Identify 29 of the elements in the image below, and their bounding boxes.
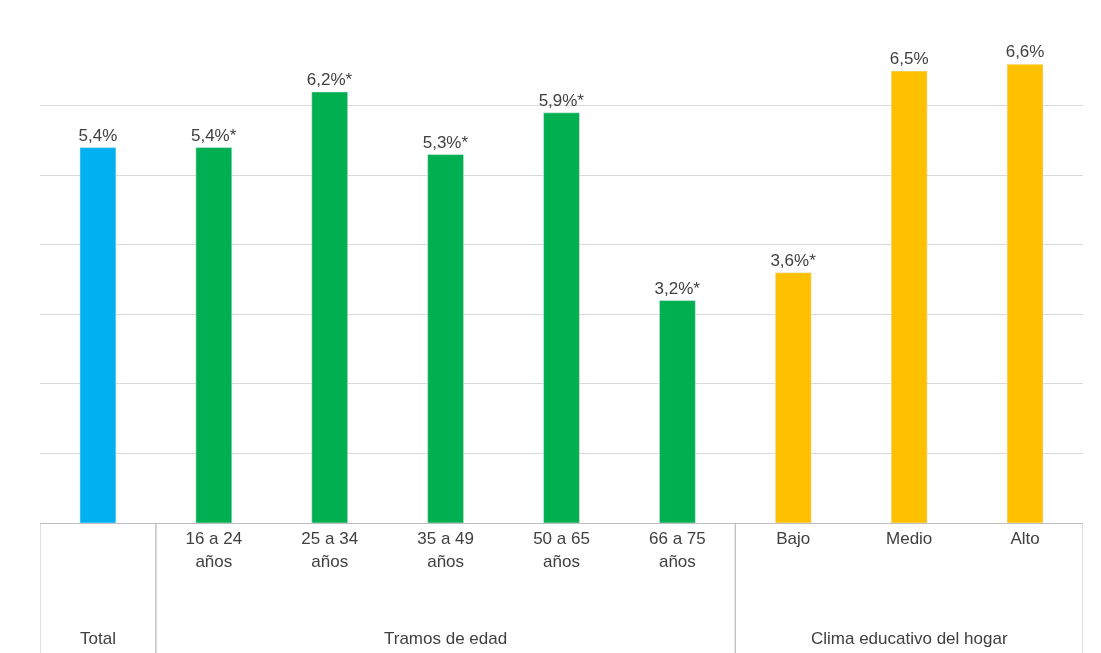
data-label: 5,3%* (422, 132, 469, 152)
x-tick-label: 25 a 34 años (301, 529, 359, 571)
data-label: 5,4% (78, 125, 118, 145)
text: Clima educativo del hogar (811, 629, 1008, 648)
bar (427, 154, 464, 523)
text: Total (80, 629, 116, 648)
data-label: 5,9%* (538, 90, 585, 110)
x-tick-label: 66 a 75 años (649, 529, 706, 571)
bar (543, 112, 580, 523)
data-label: 6,5% (889, 49, 929, 69)
x-tick-label: Bajo (776, 529, 811, 549)
x-tick-label: 35 a 49 años (417, 529, 474, 571)
bar (775, 272, 812, 523)
x-tick-label: 16 a 24 años (185, 529, 243, 571)
bar (79, 147, 117, 523)
bar (890, 70, 928, 523)
text: Tramos de edad (384, 629, 508, 648)
data-label: 6,2%* (306, 69, 353, 89)
data-label: 3,2%* (654, 278, 701, 298)
x-tick-label: Alto (1010, 529, 1040, 549)
data-label: 5,4%* (190, 125, 237, 145)
bar (195, 147, 233, 523)
bar (311, 91, 348, 523)
x-tick-label: 50 a 65 años (533, 529, 590, 571)
data-label: 3,6%* (770, 250, 817, 270)
bar (1006, 63, 1044, 523)
bar (659, 300, 696, 523)
x-tick-label: Medio (886, 529, 933, 549)
data-label: 6,6% (1005, 42, 1045, 62)
